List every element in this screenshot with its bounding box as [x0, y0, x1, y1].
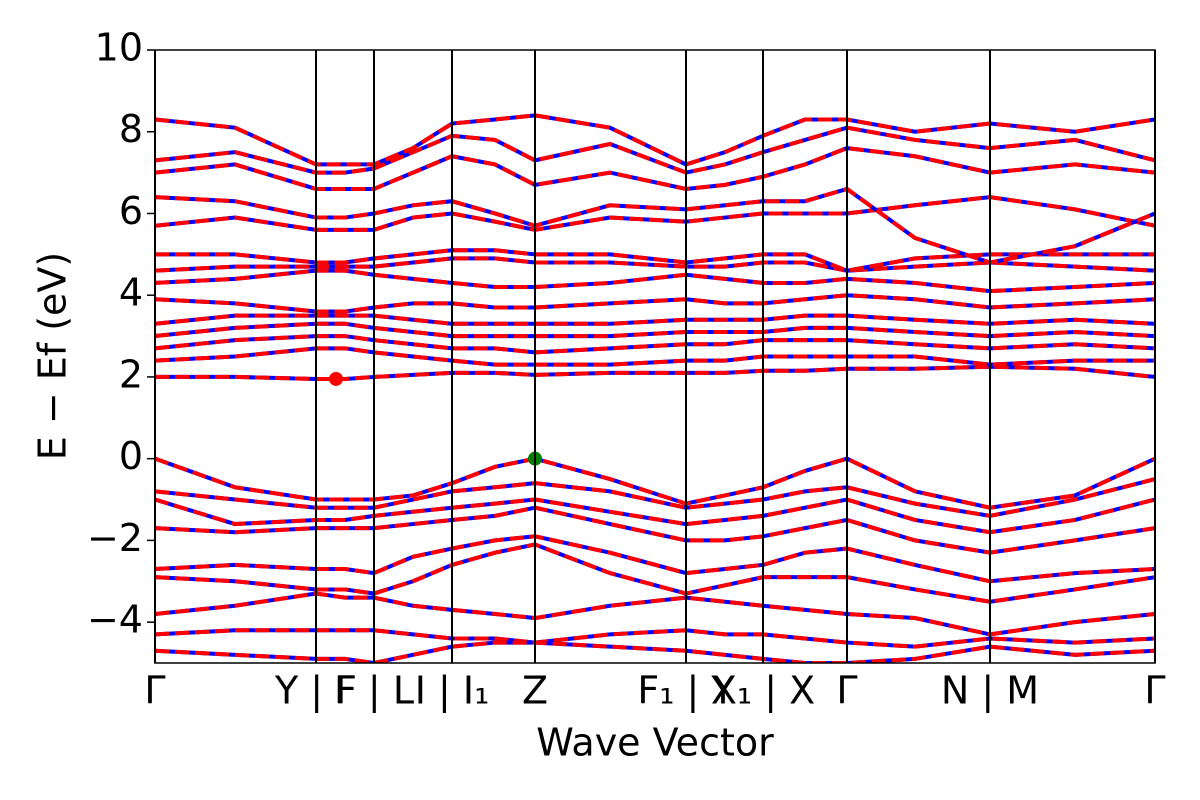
- band-line: [155, 542, 1155, 604]
- band-line-dashed: [155, 456, 1155, 510]
- x-tick-label: N | M: [941, 669, 1039, 714]
- band-line-dashed: [155, 125, 1155, 175]
- x-tick-label: X₁ | X: [711, 669, 815, 714]
- band-line-dashed: [155, 248, 1155, 273]
- x-tick-label: Γ: [144, 669, 165, 713]
- band-edge-marker: [329, 371, 343, 386]
- band-line-dashed: [155, 505, 1155, 555]
- y-tick-label: 10: [95, 26, 143, 70]
- y-tick-label: 2: [119, 352, 143, 396]
- band-line-dashed: [155, 268, 1155, 294]
- x-tick-label: F₁ | Y: [637, 669, 735, 714]
- x-tick-label: Γ: [836, 669, 857, 713]
- band-line-dashed: [155, 628, 1155, 649]
- x-tick-label: I | I₁: [415, 669, 490, 714]
- x-axis-label: Wave Vector: [536, 721, 774, 765]
- x-tick-label: F | L: [334, 669, 414, 714]
- x-tick-label: Z: [522, 669, 548, 713]
- band-line-dashed: [155, 113, 1155, 167]
- band-line-dashed: [155, 293, 1155, 314]
- y-tick-label: 6: [119, 189, 143, 233]
- band-line-dashed: [155, 640, 1155, 663]
- x-tick-label: Y | F: [274, 669, 357, 714]
- y-axis-label: E − Ef (eV): [31, 252, 75, 461]
- band-line: [155, 113, 1155, 167]
- band-line-dashed: [155, 346, 1155, 367]
- band-line-dashed: [155, 542, 1155, 604]
- band-line-dashed: [155, 256, 1155, 273]
- band-line-dashed: [155, 186, 1155, 265]
- band-line-dashed: [155, 146, 1155, 191]
- band-line-dashed: [155, 534, 1155, 584]
- band-line-dashed: [155, 313, 1155, 326]
- band-line-dashed: [155, 364, 1155, 381]
- band-line-dashed: [155, 321, 1155, 339]
- y-tick-label: 8: [119, 107, 143, 151]
- bands: [155, 113, 1155, 663]
- band-line-dashed: [155, 477, 1155, 518]
- band-line-dashed: [155, 195, 1155, 232]
- band-line-dashed: [155, 334, 1155, 355]
- y-tick-label: −2: [87, 516, 143, 560]
- y-tick-label: 4: [119, 271, 143, 315]
- plot-frame: [154, 49, 1156, 664]
- band-line-dashed: [155, 497, 1155, 535]
- plot-area: [147, 49, 1156, 664]
- y-tick-label: −4: [87, 598, 143, 642]
- y-tick-label: 0: [119, 434, 143, 478]
- band-line: [155, 534, 1155, 584]
- x-tick-label: Γ: [1144, 669, 1165, 713]
- band-line-dashed: [155, 591, 1155, 637]
